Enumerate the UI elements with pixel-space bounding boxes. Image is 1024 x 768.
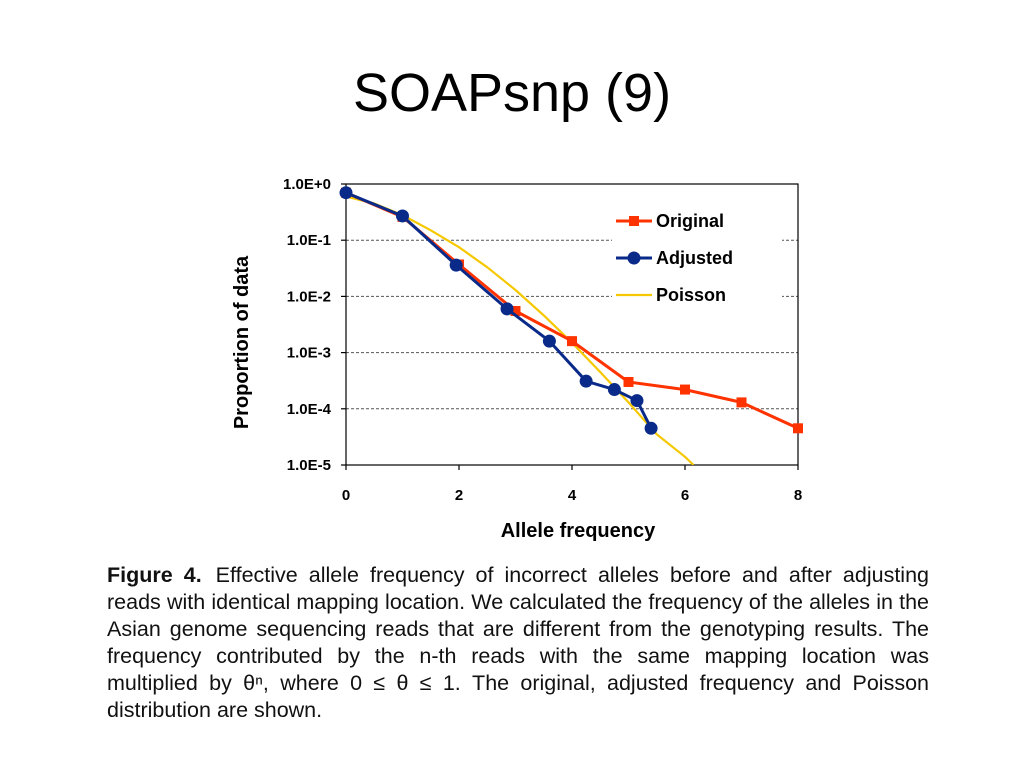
x-tick-label: 6 <box>681 487 689 504</box>
legend-label-poisson: Poisson <box>656 285 726 305</box>
legend-label-adjusted: Adjusted <box>656 248 733 268</box>
data-point-original <box>510 305 521 316</box>
x-tick-label: 0 <box>342 487 350 504</box>
data-point-original <box>567 336 577 347</box>
data-point-adjusted <box>607 383 621 397</box>
figure-caption-label: Figure 4. <box>107 563 202 587</box>
legend-marker-original <box>629 216 639 226</box>
y-tick-label: 1.0E-4 <box>287 401 332 418</box>
data-point-original <box>736 397 747 408</box>
y-tick-label: 1.0E-3 <box>287 345 331 362</box>
x-axis-label: Allele frequency <box>501 520 656 542</box>
allele-frequency-chart: 1.0E+0 1.0E-1 1.0E-2 1.0E-3 1.0E-4 1.0E-5 0 2 4 6… <box>231 176 803 542</box>
legend-marker-adjusted <box>627 251 641 265</box>
data-point-adjusted <box>500 302 514 316</box>
data-point-adjusted <box>630 394 644 408</box>
data-point-adjusted <box>396 209 409 223</box>
data-point-adjusted <box>449 258 463 272</box>
data-point-adjusted <box>339 186 353 200</box>
x-tick-label: 4 <box>568 487 577 504</box>
x-tick-label: 2 <box>455 487 463 504</box>
data-point-adjusted <box>644 421 658 435</box>
data-point-original <box>680 384 690 395</box>
series-line-adjusted <box>346 191 653 429</box>
legend-label-original: Original <box>656 211 724 231</box>
data-point-adjusted <box>579 374 593 388</box>
y-tick-label: 1.0E-5 <box>287 457 331 474</box>
y-tick-label: 1.0E-1 <box>287 232 331 249</box>
figure-caption-text: Effective allele frequency of incorrect … <box>107 563 929 722</box>
y-axis-label: Proportion of data <box>231 255 253 429</box>
x-tick-label: 8 <box>794 487 802 504</box>
slide-title: SOAPsnp (9) <box>352 63 672 123</box>
figure-caption: Figure 4. Effective allele frequency of i… <box>107 562 929 724</box>
y-tick-label: 1.0E+0 <box>283 176 331 193</box>
data-point-original <box>793 423 803 434</box>
data-point-adjusted <box>542 334 556 348</box>
data-point-original <box>623 376 634 387</box>
y-tick-label: 1.0E-2 <box>287 288 331 305</box>
